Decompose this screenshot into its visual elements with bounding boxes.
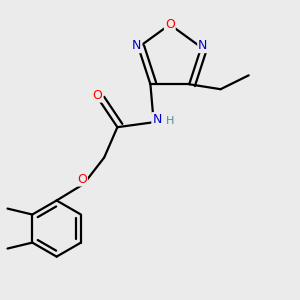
Text: N: N <box>152 113 162 126</box>
Text: O: O <box>93 88 103 102</box>
Text: H: H <box>166 116 174 126</box>
Text: N: N <box>198 39 208 52</box>
Text: O: O <box>165 18 175 31</box>
Text: O: O <box>77 172 87 185</box>
Text: N: N <box>132 39 141 52</box>
